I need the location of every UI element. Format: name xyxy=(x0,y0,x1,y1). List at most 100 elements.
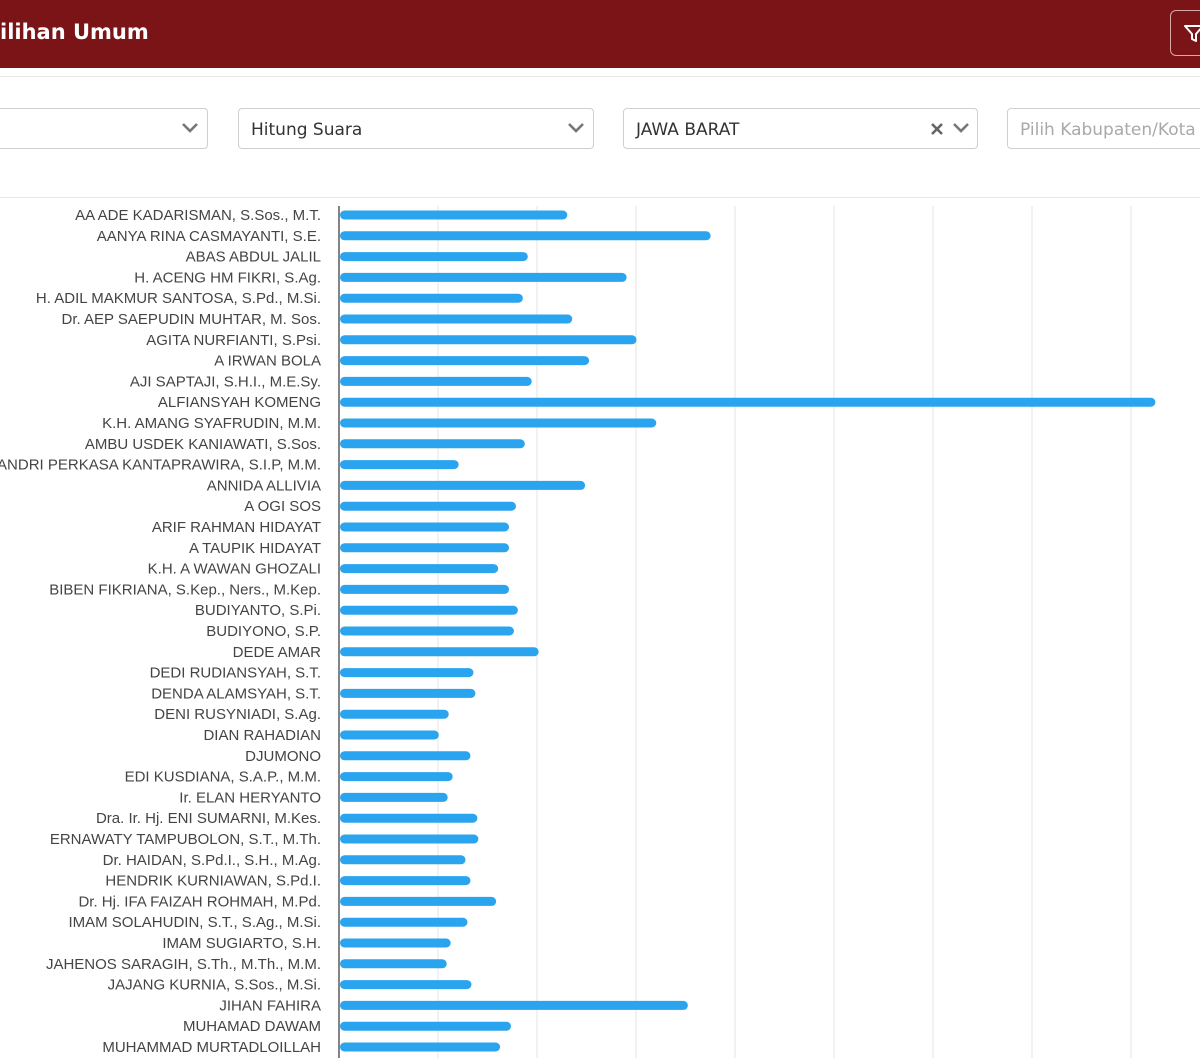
candidate-label: A IRWAN BOLA xyxy=(214,353,321,370)
bar[interactable] xyxy=(340,876,471,886)
candidate-label: IMAM SUGIARTO, S.H. xyxy=(162,935,321,952)
candidate-label: AGITA NURFIANTI, S.Psi. xyxy=(146,332,321,349)
bar[interactable] xyxy=(340,605,518,615)
candidate-vote-chart: AA ADE KADARISMAN, S.Sos., M.T. AANYA RIN… xyxy=(0,206,1156,1058)
bar[interactable] xyxy=(340,210,568,220)
bar[interactable] xyxy=(340,584,510,594)
election-select[interactable] xyxy=(0,108,208,149)
candidate-label: Ir. ELAN HERYANTO xyxy=(179,789,321,806)
chevron-down-icon xyxy=(568,123,584,133)
bar[interactable] xyxy=(340,730,439,740)
bar[interactable] xyxy=(340,335,637,345)
app-title: ilihan Umum xyxy=(0,20,149,44)
regency-placeholder: Pilih Kabupaten/Kota xyxy=(1020,120,1196,140)
province-select[interactable]: JAWA BARAT xyxy=(623,108,978,149)
candidate-label: HENDRIK KURNIAWAN, S.Pd.I. xyxy=(105,873,321,890)
bar[interactable] xyxy=(340,709,449,719)
bar[interactable] xyxy=(340,522,510,532)
filter-icon xyxy=(1184,25,1200,42)
regency-select[interactable]: Pilih Kabupaten/Kota xyxy=(1007,108,1200,149)
candidate-label: AMBU USDEK KANIAWATI, S.Sos. xyxy=(85,436,321,453)
candidate-label: DJUMONO xyxy=(245,748,321,765)
candidate-label: AANYA RINA CASMAYANTI, S.E. xyxy=(97,228,321,245)
bar[interactable] xyxy=(340,252,528,262)
candidate-label: AA ADE KADARISMAN, S.Sos., M.T. xyxy=(75,207,321,224)
count-type-value: Hitung Suara xyxy=(251,120,363,140)
candidate-label: Dr. HAIDAN, S.Pd.I., S.H., M.Ag. xyxy=(103,852,321,869)
bar[interactable] xyxy=(340,543,510,553)
bar[interactable] xyxy=(340,688,476,698)
chart-grid xyxy=(437,206,1132,1058)
bar[interactable] xyxy=(340,418,657,428)
bar[interactable] xyxy=(340,501,516,511)
bar[interactable] xyxy=(340,668,474,678)
candidate-label: IMAM SOLAHUDIN, S.T., S.Ag., M.Si. xyxy=(68,914,321,931)
candidate-label: H. ADIL MAKMUR SANTOSA, S.Pd., M.Si. xyxy=(36,290,321,307)
bar[interactable] xyxy=(340,314,573,324)
candidate-label: JIHAN FAHIRA xyxy=(219,997,321,1014)
candidate-label: ERNAWATY TAMPUBOLON, S.T., M.Th. xyxy=(50,831,321,848)
bar[interactable] xyxy=(340,834,479,844)
bar[interactable] xyxy=(340,959,447,969)
candidate-label: Dr. Hj. IFA FAIZAH ROHMAH, M.Pd. xyxy=(78,893,321,910)
candidate-label: BIBEN FIKRIANA, S.Kep., Ners., M.Kep. xyxy=(49,581,321,598)
bar[interactable] xyxy=(340,792,448,802)
bar[interactable] xyxy=(340,813,478,823)
filter-button[interactable] xyxy=(1170,10,1200,56)
candidate-label: A TAUPIK HIDAYAT xyxy=(189,540,321,557)
bar[interactable] xyxy=(340,376,532,386)
candidate-label: BUDIYANTO, S.Pi. xyxy=(195,602,321,619)
chevron-down-icon xyxy=(953,123,969,133)
candidate-label: EDI KUSDIANA, S.A.P., M.M. xyxy=(125,769,321,786)
bar[interactable] xyxy=(340,1000,688,1010)
candidate-label: ANDRI PERKASA KANTAPRAWIRA, S.I.P, M.M. xyxy=(0,457,321,474)
bar[interactable] xyxy=(340,772,453,782)
bar[interactable] xyxy=(340,231,711,241)
bar[interactable] xyxy=(340,917,468,927)
bar[interactable] xyxy=(340,356,590,366)
candidate-label: DENI RUSYNIADI, S.Ag. xyxy=(154,706,321,723)
chart-category-labels: AA ADE KADARISMAN, S.Sos., M.T. AANYA RIN… xyxy=(0,207,321,1056)
candidate-label: DEDI RUDIANSYAH, S.T. xyxy=(150,665,321,682)
candidate-label: K.H. A WAWAN GHOZALI xyxy=(148,561,321,578)
candidate-label: A OGI SOS xyxy=(244,498,321,515)
bar[interactable] xyxy=(340,564,499,574)
bar[interactable] xyxy=(340,855,466,865)
bar[interactable] xyxy=(340,647,539,657)
candidate-label: Dr. AEP SAEPUDIN MUHTAR, M. Sos. xyxy=(62,311,322,328)
candidate-label: DEDE AMAR xyxy=(233,644,322,661)
bar[interactable] xyxy=(340,626,514,636)
candidate-label: AJI SAPTAJI, S.H.I., M.E.Sy. xyxy=(130,373,321,390)
candidate-label: BUDIYONO, S.P. xyxy=(206,623,321,640)
bar[interactable] xyxy=(340,1042,501,1052)
count-type-select[interactable]: Hitung Suara xyxy=(238,108,594,149)
candidate-label: DIAN RAHADIAN xyxy=(203,727,321,744)
bar[interactable] xyxy=(340,460,459,470)
bar[interactable] xyxy=(340,1021,511,1031)
candidate-label: MUHAMAD DAWAM xyxy=(183,1018,321,1035)
candidate-label: ALFIANSYAH KOMENG xyxy=(158,394,321,411)
bar[interactable] xyxy=(340,896,497,906)
candidate-label: H. ACENG HM FIKRI, S.Ag. xyxy=(134,269,321,286)
bar[interactable] xyxy=(340,272,627,282)
bar[interactable] xyxy=(340,397,1156,407)
candidate-label: ANNIDA ALLIVIA xyxy=(207,477,321,494)
bar[interactable] xyxy=(340,751,471,761)
candidate-label: Dra. Ir. Hj. ENI SUMARNI, M.Kes. xyxy=(96,810,321,827)
chart-bars xyxy=(340,210,1156,1052)
bar[interactable] xyxy=(340,938,451,948)
candidate-label: JAHENOS SARAGIH, S.Th., M.Th., M.M. xyxy=(46,956,321,973)
candidate-label: JAJANG KURNIA, S.Sos., M.Si. xyxy=(108,977,321,994)
candidate-label: DENDA ALAMSYAH, S.T. xyxy=(151,685,321,702)
chevron-down-icon xyxy=(182,123,198,133)
bar[interactable] xyxy=(340,980,472,990)
bar[interactable] xyxy=(340,439,525,449)
bar[interactable] xyxy=(340,480,586,490)
candidate-label: MUHAMMAD MURTADLOILLAH xyxy=(102,1039,321,1056)
province-value: JAWA BARAT xyxy=(636,120,740,140)
clear-icon[interactable] xyxy=(930,122,944,136)
bar[interactable] xyxy=(340,293,523,303)
app-header: ilihan Umum xyxy=(0,0,1200,68)
candidate-label: ARIF RAHMAN HIDAYAT xyxy=(152,519,321,536)
candidate-label: K.H. AMANG SYAFRUDIN, M.M. xyxy=(102,415,321,432)
